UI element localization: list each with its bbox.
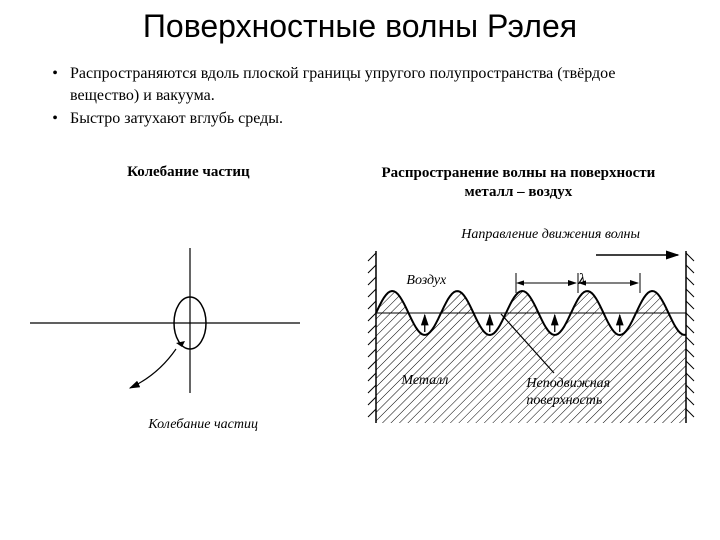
still-surface-label: Неподвижная поверхность <box>526 375 610 410</box>
bullet-text: Быстро затухают вглубь среды. <box>70 108 283 130</box>
lambda-label: λ <box>578 271 585 289</box>
direction-label: Направление движения волны <box>461 227 640 243</box>
particle-oscillation-figure: Колебание частиц <box>20 213 346 433</box>
metal-label: Металл <box>401 373 448 389</box>
left-svg <box>20 213 340 413</box>
subhead-left: Колебание частиц <box>30 164 347 203</box>
air-label: Воздух <box>406 273 446 289</box>
bullet-marker: • <box>40 108 70 130</box>
figures-row: Колебание частиц Направление движения во… <box>0 203 720 433</box>
subheadings: Колебание частиц Распространение волны н… <box>0 164 720 203</box>
left-caption: Колебание частиц <box>20 417 346 433</box>
bullet-item: • Распространяются вдоль плоской границы… <box>40 63 680 106</box>
page-title: Поверхностные волны Рэлея <box>0 0 720 45</box>
bullet-list: • Распространяются вдоль плоской границы… <box>0 45 720 130</box>
bullet-marker: • <box>40 63 70 106</box>
wave-propagation-figure: Направление движения волны Воздух λ Мета… <box>346 213 700 433</box>
bullet-text: Распространяются вдоль плоской границы у… <box>70 63 680 106</box>
subhead-right: Распространение волны на поверхности мет… <box>347 164 690 203</box>
bullet-item: • Быстро затухают вглубь среды. <box>40 108 680 130</box>
